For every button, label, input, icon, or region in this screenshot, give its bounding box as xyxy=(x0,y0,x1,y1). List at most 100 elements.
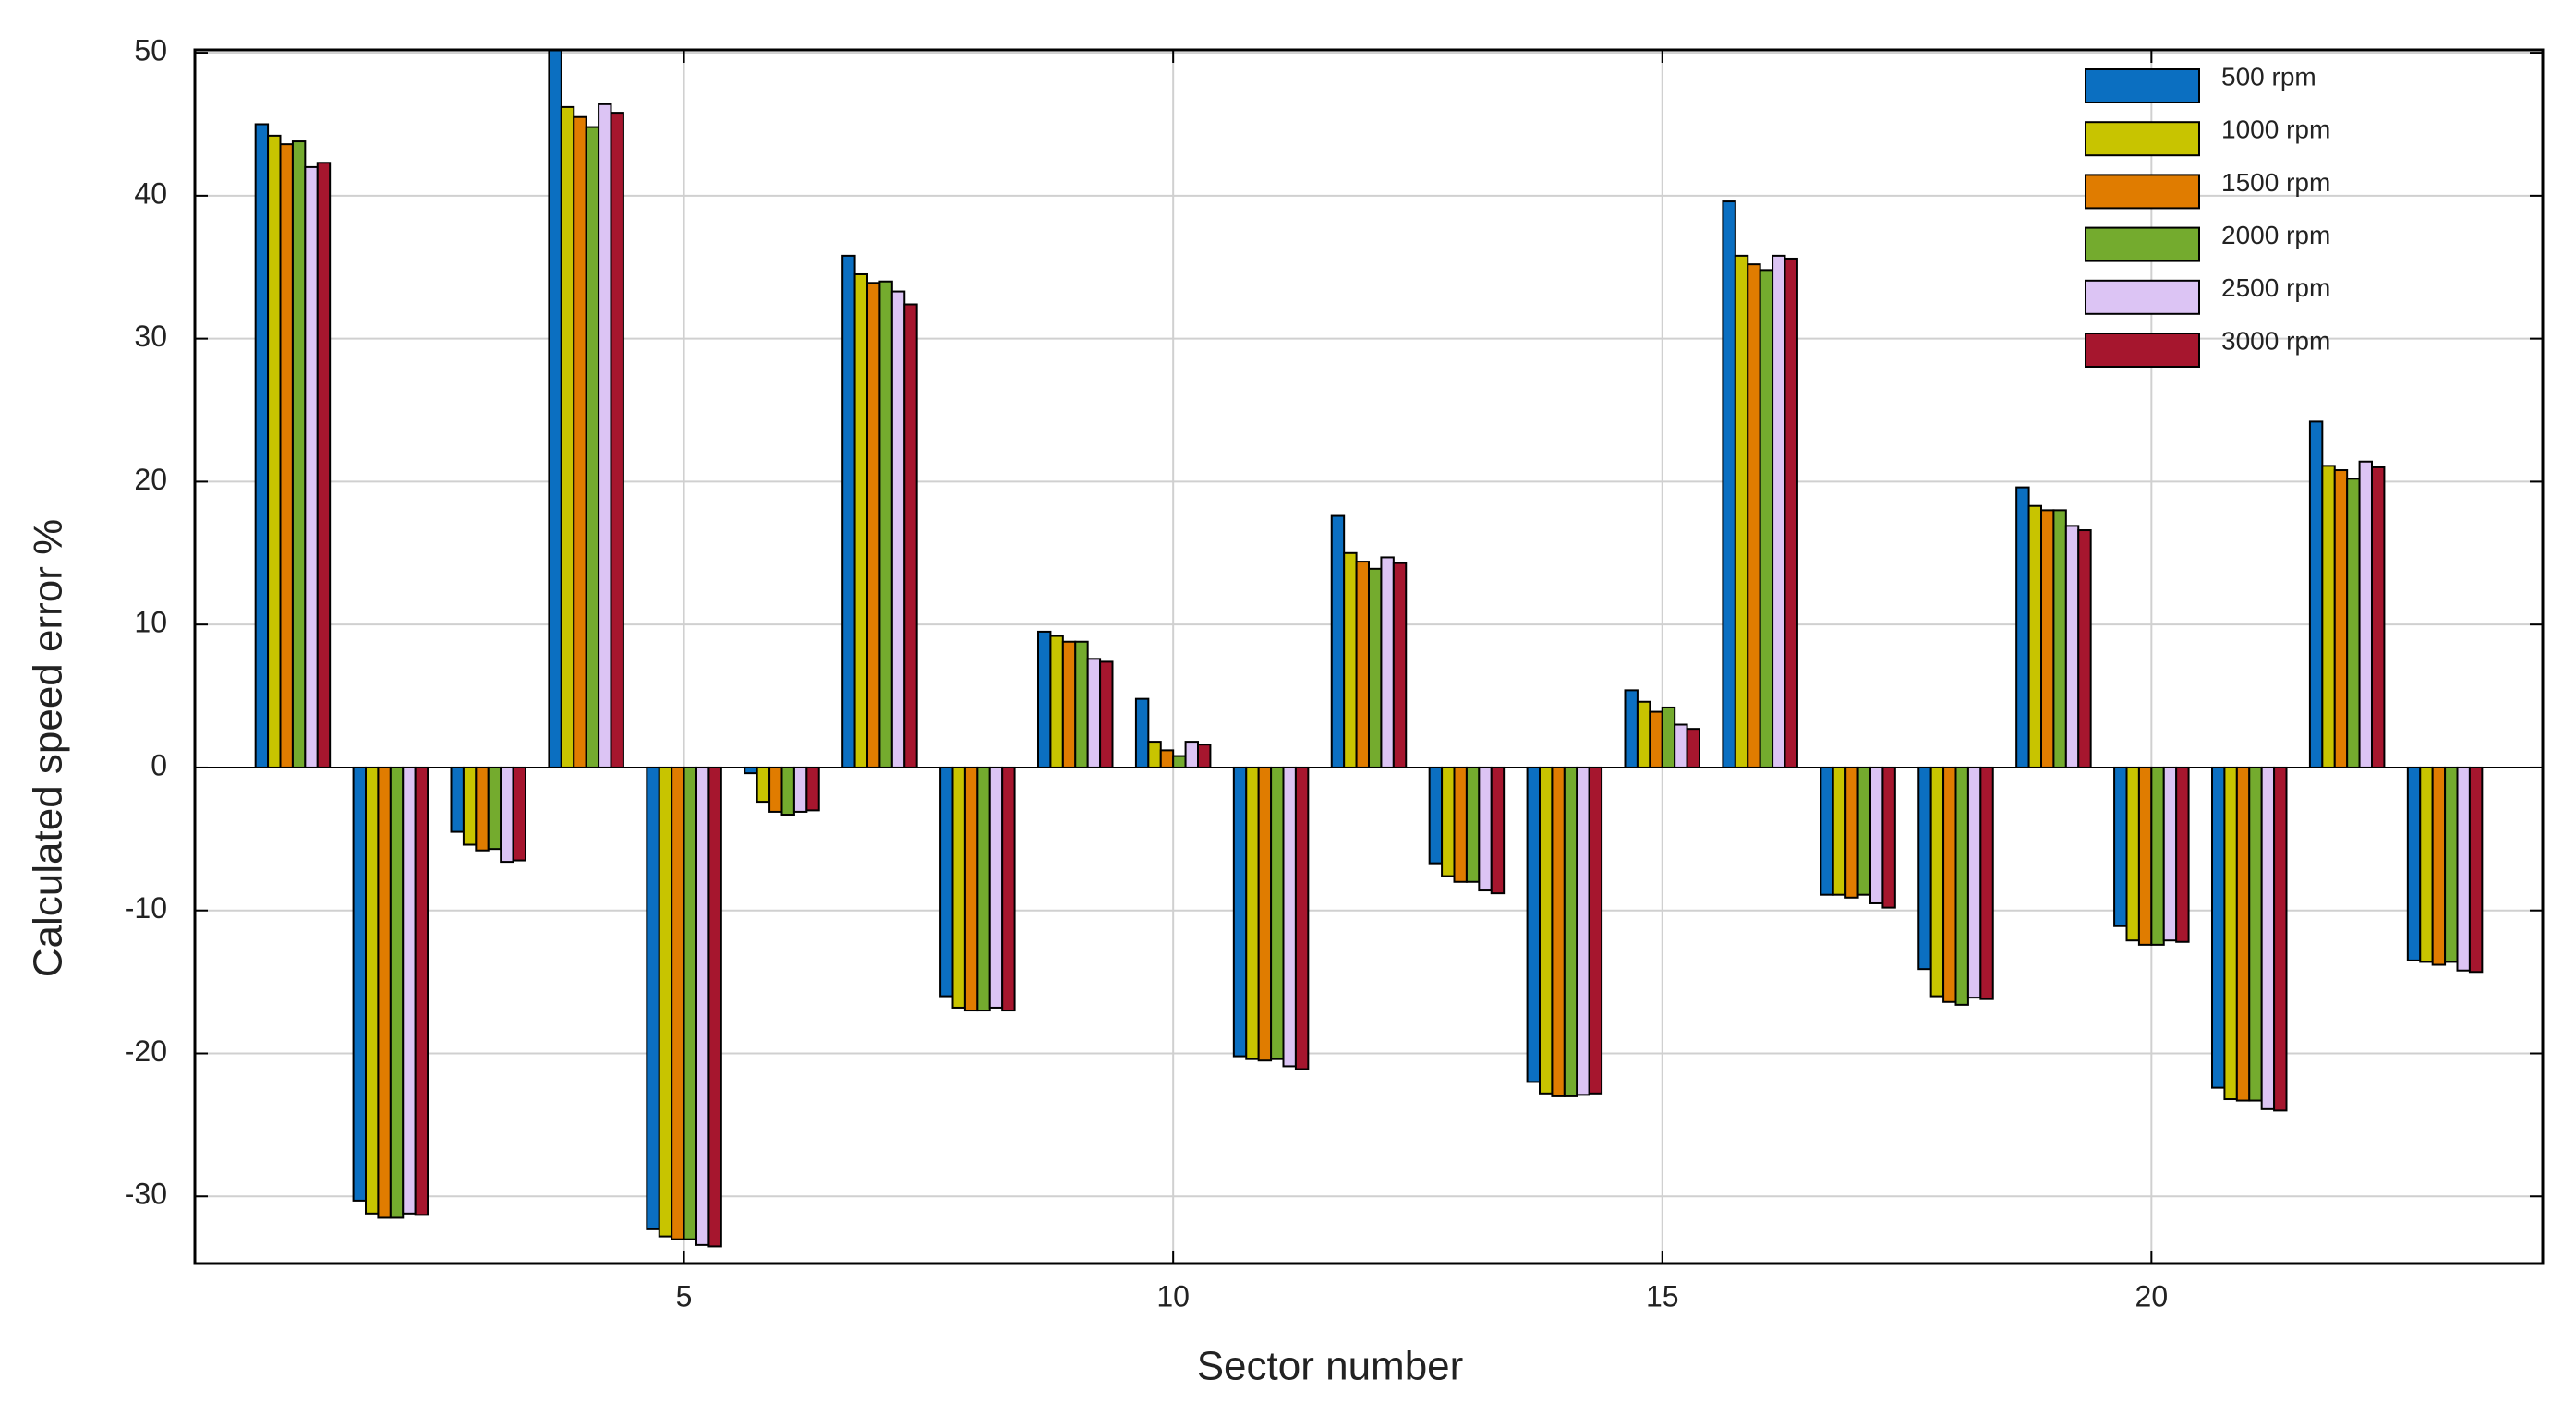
x-tick-label: 10 xyxy=(1156,1279,1190,1312)
plot-frame xyxy=(193,48,2545,1265)
bar xyxy=(2468,766,2484,974)
bar xyxy=(2260,766,2276,1110)
bar xyxy=(1196,744,1212,768)
bar xyxy=(756,766,771,804)
bar xyxy=(1820,766,1834,896)
legend-label: 2500 rpm xyxy=(2221,273,2330,302)
bar xyxy=(610,112,624,768)
bar xyxy=(988,766,1004,1009)
bar xyxy=(1869,766,1884,904)
bar xyxy=(1674,723,1688,768)
bar xyxy=(1588,766,1603,1095)
bar xyxy=(2444,766,2459,963)
bar xyxy=(352,766,368,1202)
bar xyxy=(2064,525,2080,768)
bar xyxy=(1636,700,1651,768)
bar xyxy=(1086,658,1102,768)
bar xyxy=(866,282,881,768)
bar xyxy=(1465,766,1481,883)
bar xyxy=(1563,766,1578,1097)
bar xyxy=(1490,766,1506,895)
bar xyxy=(2419,766,2434,963)
bar xyxy=(1061,640,1077,768)
bar xyxy=(462,766,478,846)
bar xyxy=(254,123,270,768)
y-tick-label: -20 xyxy=(125,1034,167,1068)
bar xyxy=(1392,562,1408,768)
bar xyxy=(1147,741,1162,768)
bar xyxy=(2150,766,2165,946)
bar xyxy=(1942,766,1957,1003)
bar xyxy=(1661,706,1676,768)
bar xyxy=(2456,766,2471,972)
bar xyxy=(1917,766,1932,971)
bar xyxy=(2027,504,2043,768)
y-tick-label: 10 xyxy=(134,606,167,639)
bar xyxy=(1245,766,1260,1060)
bar xyxy=(1037,630,1052,768)
bar xyxy=(560,105,575,768)
bar xyxy=(1856,766,1871,896)
bar xyxy=(1929,766,1945,998)
legend-label: 3000 rpm xyxy=(2221,326,2330,355)
legend-swatch xyxy=(2085,226,2200,262)
bar xyxy=(1330,514,1346,768)
y-axis-label: Calculated speed error % xyxy=(26,519,71,977)
legend-swatch xyxy=(2085,121,2200,157)
bar xyxy=(890,290,906,768)
bar xyxy=(377,766,392,1219)
bar xyxy=(1355,561,1370,768)
bar xyxy=(1784,257,1798,768)
bar xyxy=(450,766,465,833)
bar xyxy=(1747,263,1761,768)
y-tick-label: -10 xyxy=(125,891,167,925)
bar xyxy=(951,766,966,1009)
bar xyxy=(2162,766,2178,942)
bar xyxy=(2358,460,2373,768)
bar xyxy=(1966,766,1982,999)
bar xyxy=(1576,766,1590,1096)
bar xyxy=(939,766,954,998)
legend-label: 1000 rpm xyxy=(2221,115,2330,144)
bar xyxy=(963,766,979,1012)
bar xyxy=(1049,635,1064,768)
bar xyxy=(1881,766,1896,909)
bar xyxy=(414,766,429,1216)
bar xyxy=(2333,469,2349,768)
bar xyxy=(1282,766,1297,1068)
bar xyxy=(1979,766,1994,1000)
bar xyxy=(1844,766,1859,899)
bar xyxy=(1232,766,1248,1058)
bar xyxy=(2175,766,2190,943)
y-tick-label: 50 xyxy=(134,34,167,67)
bar xyxy=(402,766,417,1215)
legend-label: 500 rpm xyxy=(2221,62,2316,91)
bar xyxy=(695,766,710,1246)
bar xyxy=(1734,254,1749,768)
bar xyxy=(805,766,820,812)
y-tick-label: -30 xyxy=(125,1178,167,1211)
bar xyxy=(853,272,869,768)
bar xyxy=(780,766,795,816)
bar xyxy=(1832,766,1847,896)
bar xyxy=(267,134,282,768)
bar xyxy=(291,140,307,768)
bar xyxy=(316,162,332,768)
y-tick-label: 20 xyxy=(134,463,167,496)
bar xyxy=(1257,766,1273,1062)
bar xyxy=(683,766,697,1240)
bar xyxy=(1624,689,1639,768)
bar xyxy=(2321,465,2336,768)
bar xyxy=(1294,766,1310,1070)
bar xyxy=(1343,551,1358,768)
legend-label: 1500 rpm xyxy=(2221,168,2330,197)
bar xyxy=(671,766,685,1240)
bar xyxy=(1453,766,1468,883)
y-tick-label: 40 xyxy=(134,176,167,210)
bar xyxy=(1686,728,1700,768)
bar xyxy=(598,103,612,768)
bar xyxy=(1270,766,1285,1060)
bar xyxy=(2273,766,2288,1112)
bar xyxy=(768,766,783,813)
bar xyxy=(2248,766,2263,1102)
